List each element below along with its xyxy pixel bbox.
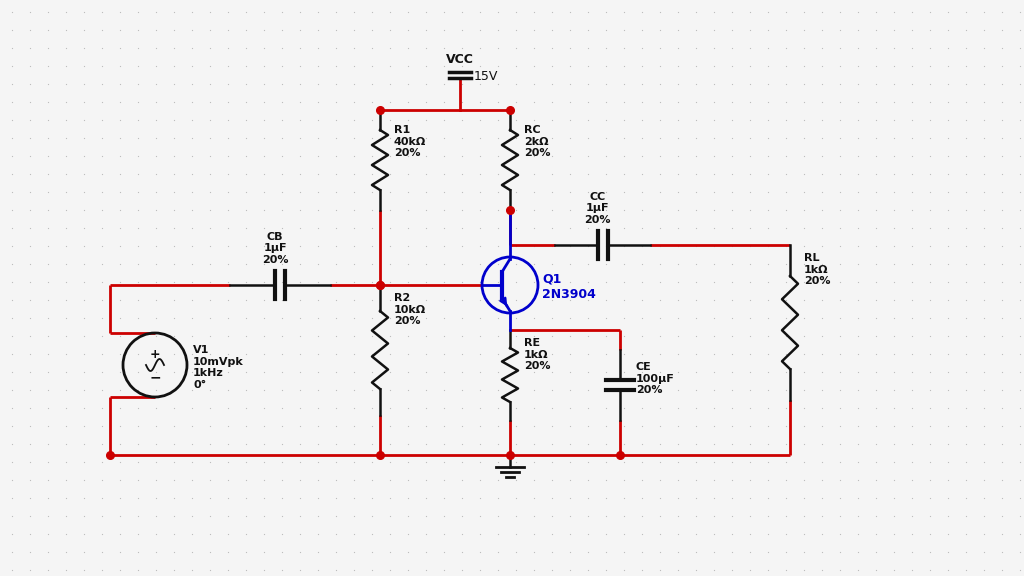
- Text: RE
1kΩ
20%: RE 1kΩ 20%: [524, 338, 551, 371]
- Text: RL
1kΩ
20%: RL 1kΩ 20%: [804, 253, 830, 286]
- Text: V1
10mVpk
1kHz
0°: V1 10mVpk 1kHz 0°: [193, 345, 244, 390]
- Text: R1
40kΩ
20%: R1 40kΩ 20%: [394, 125, 426, 158]
- Text: +: +: [150, 347, 161, 361]
- Text: VCC: VCC: [446, 53, 474, 66]
- Text: CE
100μF
20%: CE 100μF 20%: [636, 362, 675, 395]
- Text: Q1
2N3904: Q1 2N3904: [542, 273, 596, 301]
- Text: CB
1μF
20%: CB 1μF 20%: [262, 232, 288, 265]
- Text: CC
1μF
20%: CC 1μF 20%: [585, 192, 610, 225]
- Text: 15V: 15V: [474, 70, 499, 82]
- Text: RC
2kΩ
20%: RC 2kΩ 20%: [524, 125, 551, 158]
- Text: −: −: [150, 370, 161, 384]
- Text: R2
10kΩ
20%: R2 10kΩ 20%: [394, 293, 426, 326]
